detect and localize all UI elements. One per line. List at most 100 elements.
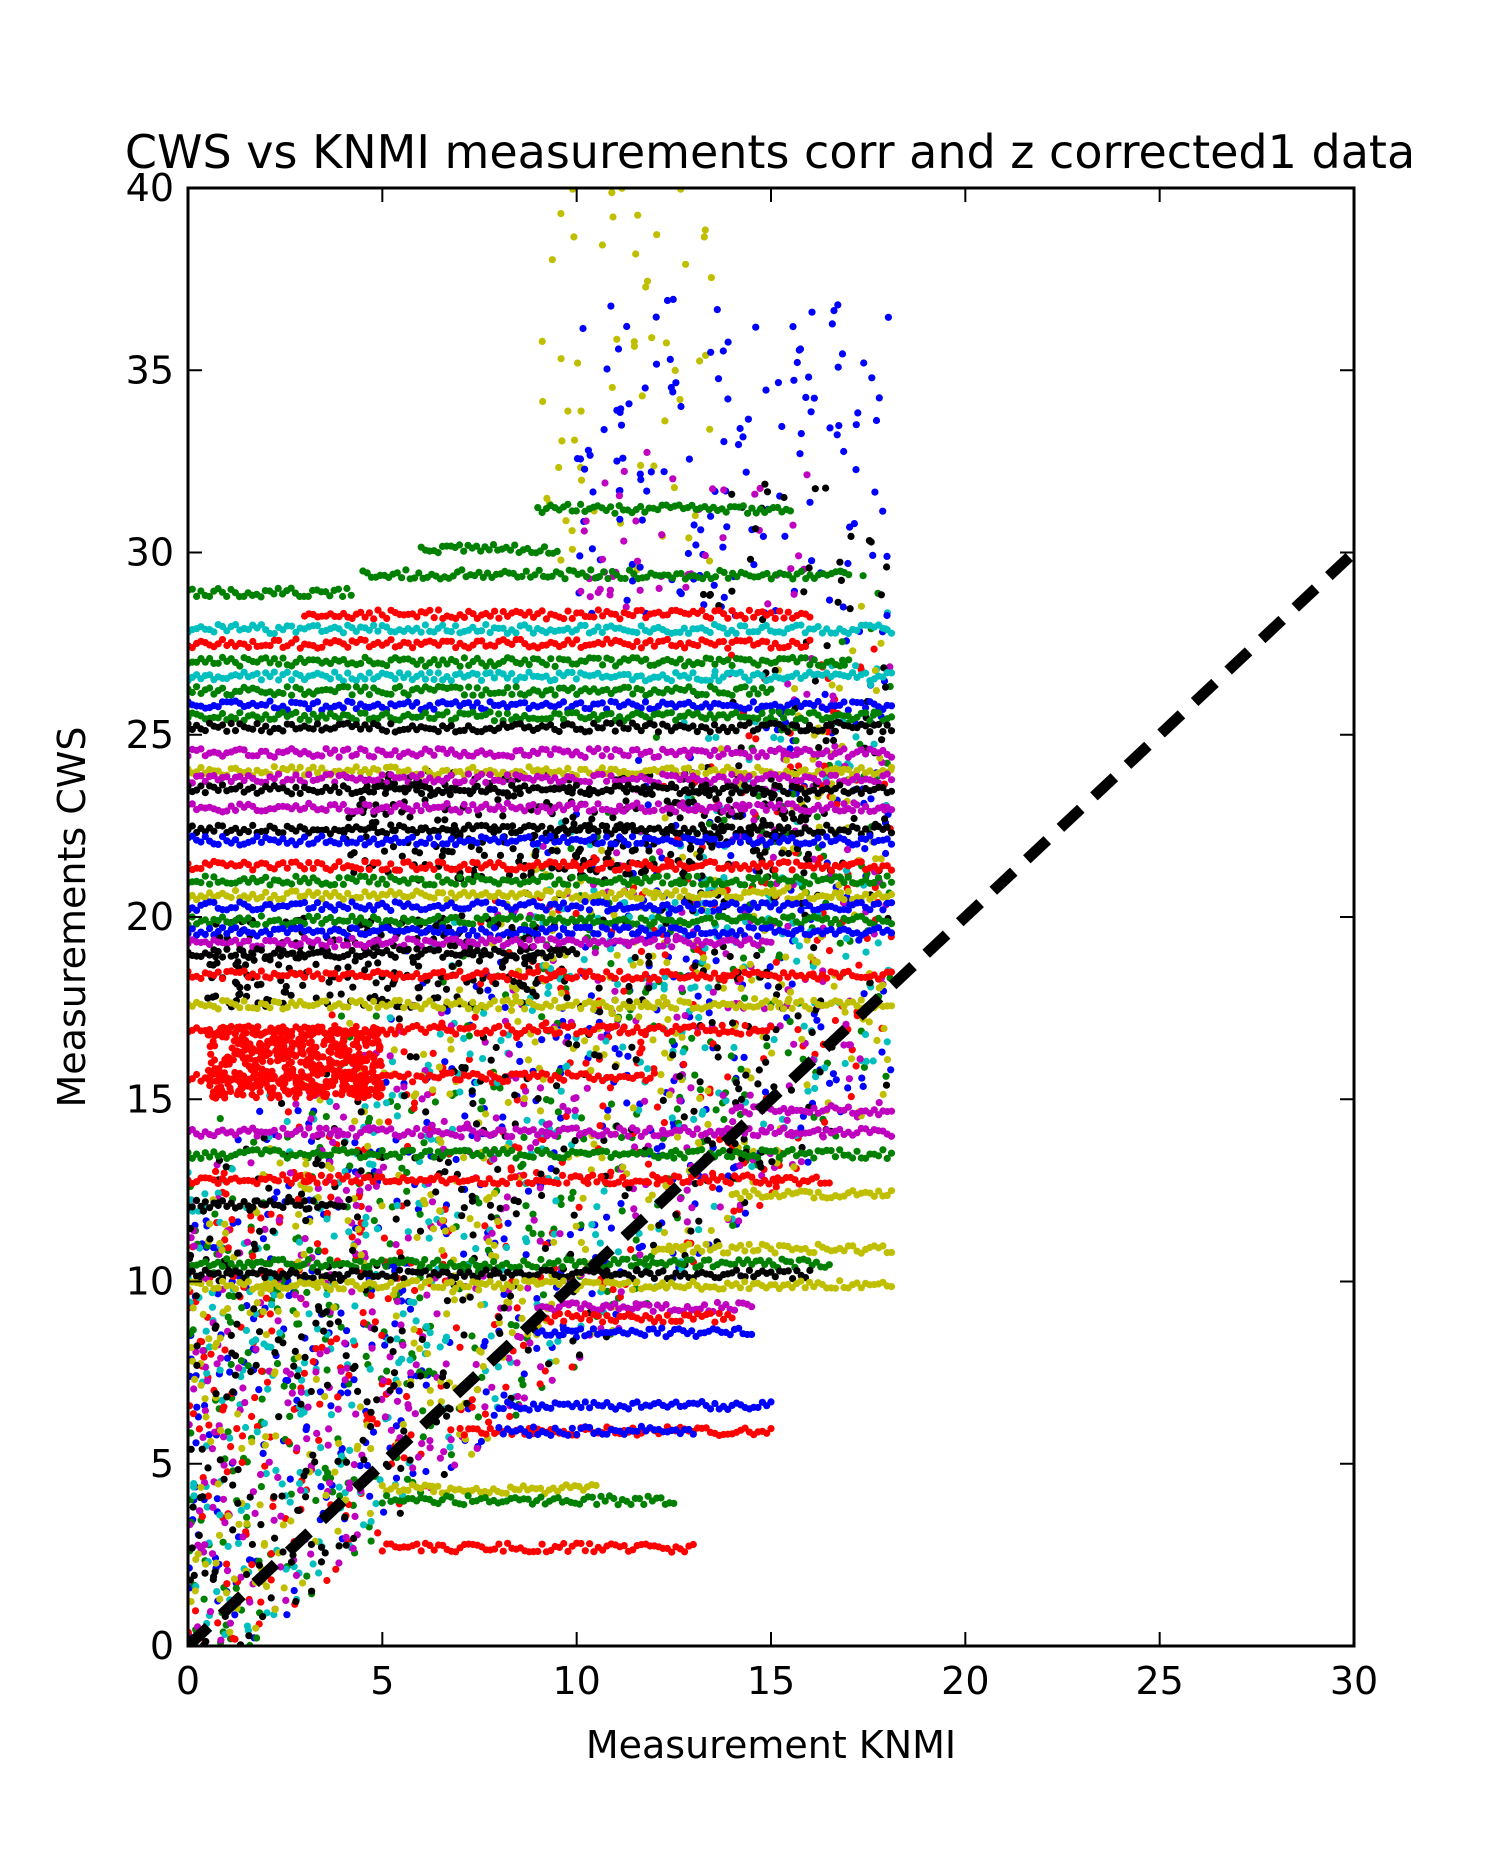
data-point	[189, 1410, 197, 1418]
data-point	[444, 1158, 452, 1166]
data-point	[576, 845, 584, 853]
data-point	[589, 488, 597, 496]
band-point	[637, 606, 646, 614]
data-point	[331, 1468, 339, 1476]
data-point	[253, 1428, 261, 1436]
data-point	[544, 989, 552, 998]
data-point	[302, 1493, 310, 1501]
data-point	[297, 1486, 305, 1494]
data-point	[672, 379, 680, 387]
data-point	[322, 1474, 330, 1482]
data-point	[723, 523, 731, 531]
data-point	[707, 512, 715, 520]
data-point	[441, 1058, 449, 1066]
data-point	[300, 1359, 309, 1367]
data-point	[607, 1168, 615, 1176]
data-point	[226, 1434, 234, 1442]
data-point	[271, 1605, 279, 1613]
data-point	[460, 1034, 468, 1043]
data-point	[795, 552, 803, 560]
data-point	[835, 422, 843, 430]
data-point	[364, 1142, 372, 1150]
data-point	[555, 463, 563, 472]
data-point	[208, 1445, 216, 1453]
data-point	[434, 816, 442, 824]
data-point	[808, 1028, 816, 1036]
data-point	[807, 953, 815, 961]
data-point	[189, 1503, 197, 1511]
data-point	[657, 1087, 665, 1095]
data-point	[200, 1353, 208, 1361]
data-point	[399, 1310, 407, 1318]
data-point	[576, 1351, 584, 1359]
data-point	[418, 1095, 426, 1103]
data-point	[631, 953, 639, 962]
data-point	[413, 1233, 421, 1242]
data-point	[351, 1512, 359, 1520]
data-point	[582, 517, 590, 525]
data-point	[620, 987, 628, 995]
data-point	[879, 981, 887, 989]
data-point	[284, 1399, 292, 1407]
data-point	[607, 960, 615, 968]
data-point	[312, 1345, 320, 1353]
data-point	[290, 1587, 298, 1595]
data-point	[524, 1056, 533, 1064]
data-point	[846, 1041, 855, 1049]
data-point	[788, 980, 796, 988]
data-point	[250, 1240, 258, 1248]
data-point	[316, 1400, 324, 1408]
data-point	[190, 1492, 198, 1500]
data-point	[737, 984, 745, 993]
data-point	[440, 1117, 448, 1126]
data-point	[452, 1324, 460, 1332]
data-point	[398, 1327, 406, 1335]
data-point	[710, 581, 718, 589]
data-point	[625, 1013, 633, 1021]
data-point	[246, 1598, 254, 1606]
data-point	[499, 1113, 507, 1121]
data-point	[880, 1024, 888, 1033]
data-point	[356, 1403, 365, 1411]
data-point	[655, 1221, 663, 1229]
data-point	[341, 1339, 349, 1347]
data-point	[360, 1319, 368, 1327]
data-point	[263, 1042, 271, 1050]
data-point	[403, 1392, 411, 1401]
data-point	[323, 1209, 331, 1217]
data-point	[878, 736, 886, 744]
data-point	[665, 1091, 674, 1099]
data-point	[706, 590, 715, 599]
data-point	[838, 638, 846, 646]
data-point	[201, 1190, 209, 1198]
data-point	[607, 1100, 616, 1108]
data-point	[786, 1018, 794, 1026]
data-point	[350, 1461, 358, 1469]
data-point	[238, 1444, 246, 1452]
data-point	[823, 642, 831, 650]
data-point	[815, 760, 823, 768]
data-point	[204, 1492, 212, 1500]
data-point	[440, 847, 448, 855]
data-point	[577, 1238, 586, 1247]
data-point	[815, 744, 823, 752]
data-point	[243, 1520, 251, 1528]
data-point	[284, 1108, 292, 1116]
data-point	[189, 1304, 197, 1312]
data-point	[877, 639, 885, 647]
data-point	[706, 425, 714, 433]
data-point	[497, 1036, 505, 1044]
data-point	[337, 1323, 345, 1331]
data-point	[242, 1326, 250, 1334]
data-point	[718, 1021, 726, 1029]
data-point	[674, 1133, 682, 1141]
data-point	[447, 1036, 455, 1044]
data-point	[621, 1192, 629, 1200]
data-point	[730, 1043, 738, 1052]
data-point	[547, 1097, 555, 1105]
data-point	[230, 1575, 238, 1583]
data-point	[519, 1341, 528, 1349]
data-point	[447, 1426, 455, 1434]
data-point	[351, 1117, 359, 1125]
